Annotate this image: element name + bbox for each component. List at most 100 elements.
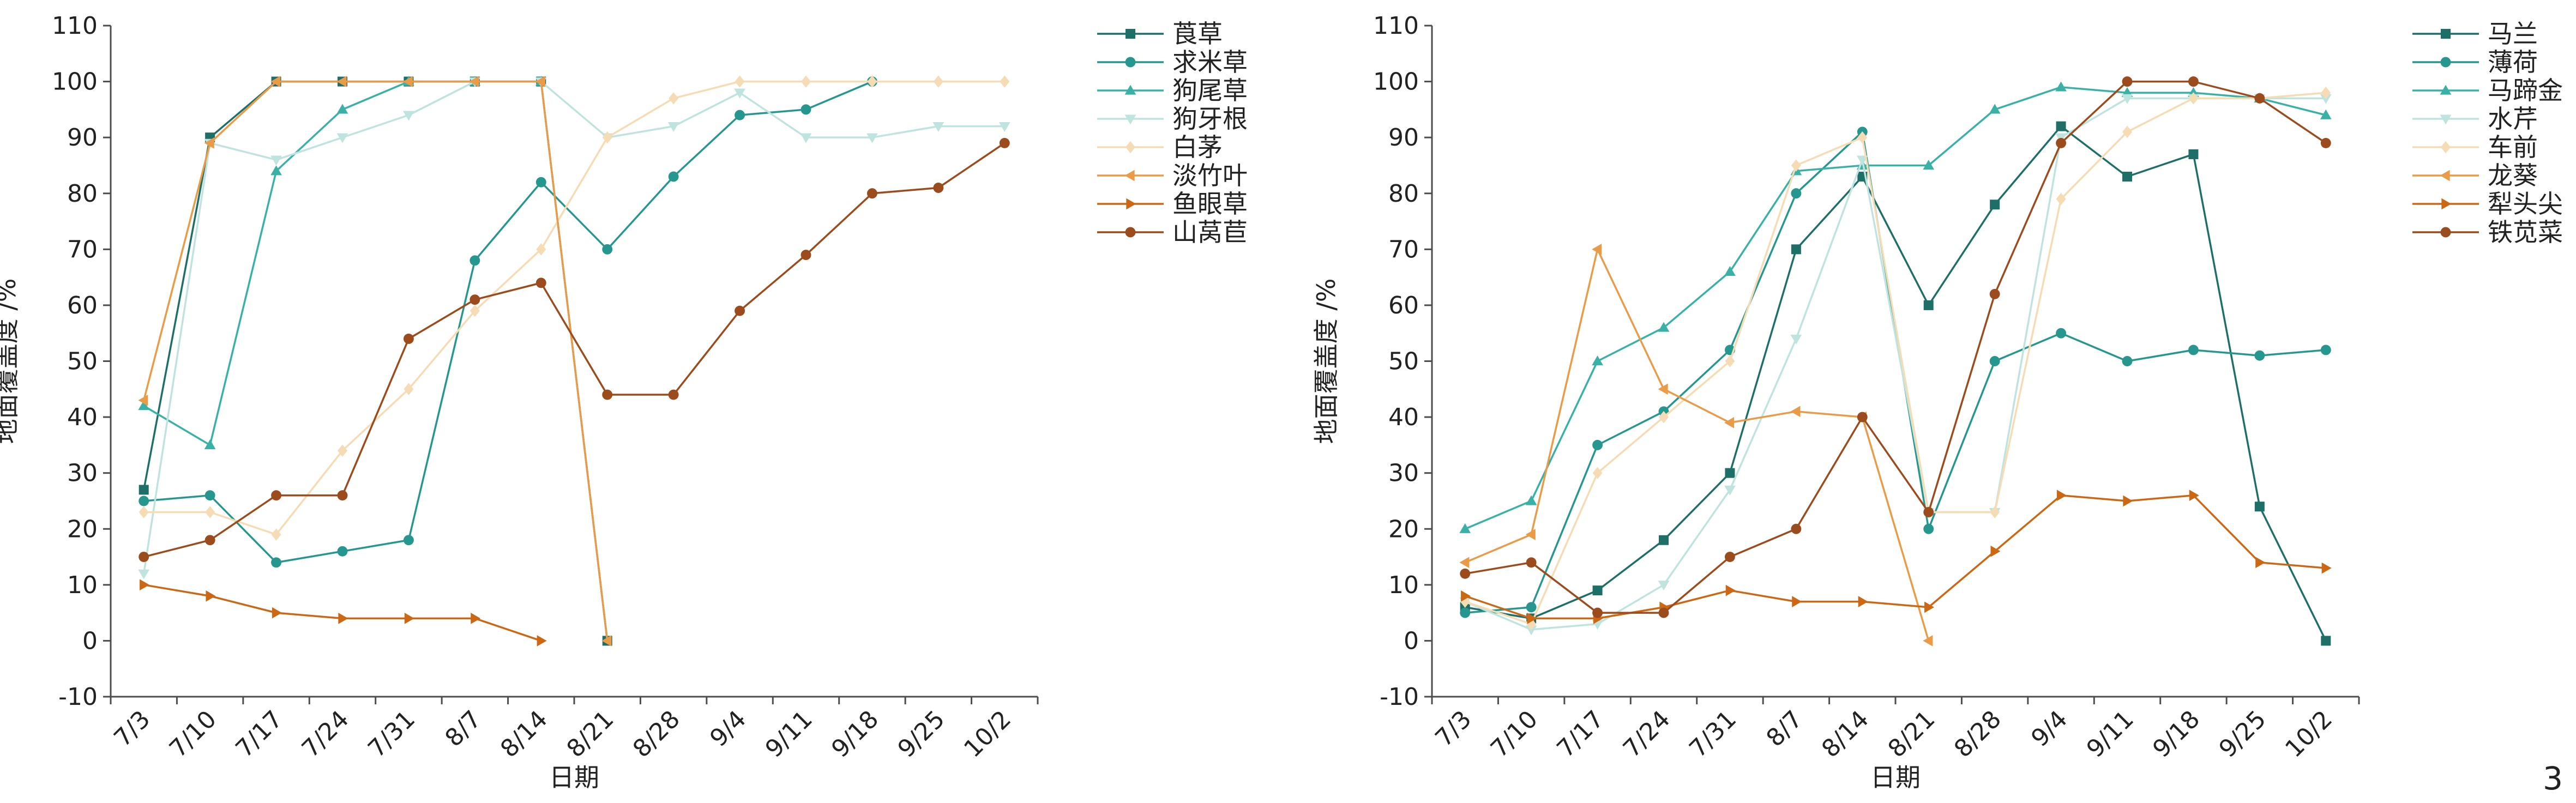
legend-label: 车前 <box>2488 132 2538 162</box>
data-point <box>139 496 149 506</box>
data-point <box>404 613 414 624</box>
data-point <box>204 439 216 450</box>
x-tick-label: 8/28 <box>628 705 685 763</box>
series-line <box>142 80 609 642</box>
x-axis-title: 日期 <box>549 763 599 792</box>
data-point <box>535 177 546 188</box>
data-point <box>1790 406 1801 418</box>
data-point <box>205 506 215 518</box>
data-point <box>1459 557 1470 569</box>
series-line <box>1464 125 2327 642</box>
data-point <box>1525 495 1537 505</box>
data-point <box>1659 535 1669 545</box>
data-point <box>867 75 877 88</box>
data-point <box>1990 506 2000 518</box>
data-point <box>1989 356 2000 366</box>
series-line <box>1464 80 2327 614</box>
data-point <box>866 133 878 143</box>
data-point <box>932 122 944 132</box>
data-point <box>1724 485 1736 496</box>
data-point <box>602 389 613 400</box>
data-point <box>2320 137 2331 148</box>
data-point <box>1658 607 1669 618</box>
data-point <box>933 75 943 88</box>
series-line <box>1464 494 2327 620</box>
data-point <box>2188 92 2199 105</box>
legend-label: 薄荷 <box>2488 47 2538 77</box>
series-4 <box>138 77 1010 579</box>
data-point <box>338 444 347 457</box>
x-tick-label: 9/18 <box>826 705 884 763</box>
series-line <box>142 80 874 564</box>
data-point <box>734 88 745 99</box>
data-point <box>2321 636 2331 646</box>
data-point <box>1592 607 1603 618</box>
data-point <box>2321 86 2331 99</box>
series-line <box>1464 86 2327 530</box>
series-line <box>1464 131 2327 614</box>
data-point <box>1658 383 1668 395</box>
data-point <box>1792 596 1802 607</box>
data-point <box>139 485 149 495</box>
data-point <box>1659 410 1669 424</box>
data-point <box>1989 104 2001 114</box>
y-tick-label: 80 <box>67 180 98 208</box>
data-point <box>602 244 613 255</box>
series-5 <box>139 75 1010 541</box>
data-point <box>1658 322 1670 332</box>
data-point <box>1791 188 1802 199</box>
legend-label: 马蹄金 <box>2488 76 2563 105</box>
y-tick-label: 50 <box>1388 348 1419 376</box>
data-point <box>2056 121 2066 131</box>
y-tick-label: 50 <box>67 348 98 376</box>
legend-marker <box>2440 57 2451 68</box>
x-tick-label: 7/24 <box>297 705 354 763</box>
data-point <box>1461 590 1471 602</box>
x-tick-label: 7/17 <box>230 705 288 763</box>
data-point <box>403 334 414 344</box>
x-tick-label: 9/4 <box>2026 705 2073 752</box>
x-tick-label: 8/21 <box>1883 705 1941 763</box>
data-point <box>2056 192 2066 206</box>
series-7 <box>140 579 547 647</box>
legend-marker <box>1126 141 1135 154</box>
x-tick-label: 8/14 <box>495 705 553 763</box>
series-line <box>1464 92 2327 625</box>
data-point <box>1857 131 1868 144</box>
legend-marker <box>2440 114 2452 125</box>
y-tick-label: 0 <box>82 627 98 655</box>
data-point <box>1592 585 1603 596</box>
series-8 <box>139 137 1010 562</box>
data-point <box>2056 137 2067 148</box>
x-axis-title: 日期 <box>1870 763 1921 792</box>
data-point <box>535 277 546 288</box>
data-point <box>2188 345 2199 355</box>
data-point <box>470 294 480 305</box>
x-tick-label: 7/10 <box>1485 705 1543 763</box>
x-tick-label: 9/4 <box>705 705 751 752</box>
data-point <box>1526 557 1537 568</box>
data-point <box>1658 581 1670 591</box>
x-tick-label: 7/31 <box>363 705 420 763</box>
data-point <box>470 255 480 266</box>
legend-label: 白茅 <box>1172 132 1223 162</box>
legend-marker <box>1125 227 1136 238</box>
data-point <box>1989 288 2000 299</box>
x-tick-label: 9/25 <box>893 705 950 763</box>
y-tick-label: 20 <box>67 515 98 543</box>
x-tick-label: 7/31 <box>1684 705 1742 763</box>
data-point <box>1592 467 1603 479</box>
data-point <box>336 104 348 114</box>
x-tick-label: 9/18 <box>2147 705 2205 763</box>
x-tick-label: 7/17 <box>1551 705 1609 763</box>
x-tick-label: 10/2 <box>2280 705 2338 763</box>
legend-label: 铁苋菜 <box>2488 218 2563 247</box>
data-point <box>403 535 414 546</box>
x-tick-label: 9/11 <box>2081 705 2139 763</box>
data-point <box>800 133 812 143</box>
data-point <box>1858 596 1868 607</box>
data-point <box>471 613 481 624</box>
series-7 <box>1461 490 2332 624</box>
